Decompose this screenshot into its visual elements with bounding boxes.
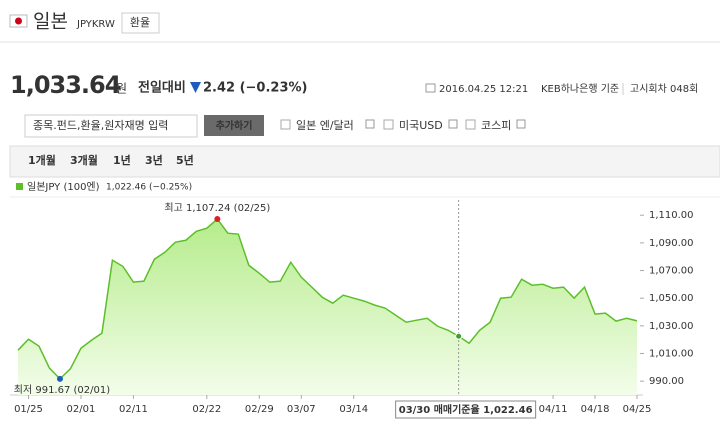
x-tick-label: 04/18 xyxy=(581,404,610,415)
change: 2.42 (−0.23%) xyxy=(203,81,307,96)
flag-sun xyxy=(15,17,22,25)
y-tick-label: 1,010.00 xyxy=(649,349,694,360)
legend-value: 1,022.46 (−0.25%) xyxy=(106,183,192,193)
legend-name: 일본JPY (100엔) xyxy=(27,181,100,193)
down-arrow xyxy=(190,82,201,93)
y-tick-label: 1,070.00 xyxy=(649,266,694,277)
y-tick-label: 1,050.00 xyxy=(649,293,694,304)
hover-marker xyxy=(455,332,463,340)
change-label: 전일대비 xyxy=(138,80,186,96)
rate-button[interactable] xyxy=(121,12,160,34)
x-tick-label: 03/14 xyxy=(339,404,368,415)
tab[interactable]: 1개월 xyxy=(28,153,56,167)
remove-icon[interactable] xyxy=(365,119,375,129)
price: 1,033.64 xyxy=(10,71,121,99)
x-tick-label: 03/07 xyxy=(287,404,316,415)
rate-button-label: 환율 xyxy=(130,16,150,29)
min-label: 최저 991.67 (02/01) xyxy=(14,384,110,396)
checkbox[interactable] xyxy=(465,119,476,130)
compare-label: 일본 엔/달러 xyxy=(296,118,354,132)
tab-bar xyxy=(9,145,720,178)
clock-icon xyxy=(425,83,436,93)
max-label: 최고 1,107.24 (02/25) xyxy=(164,202,270,214)
compare-label: 코스피 xyxy=(481,119,511,132)
remove-icon[interactable] xyxy=(448,119,458,129)
x-tick-label: 04/11 xyxy=(539,404,568,415)
code: JPYKRW xyxy=(76,19,115,30)
x-tick-label: 02/22 xyxy=(192,404,221,415)
source-round: 고시회차 048회 xyxy=(630,83,698,95)
source-bank: KEB하나은행 기준 xyxy=(541,82,619,95)
max-marker xyxy=(214,216,221,223)
y-tick-label: 1,030.00 xyxy=(649,321,694,332)
tooltip: 03/30 매매기준율 1,022.46 xyxy=(399,403,533,416)
tooltip-box xyxy=(395,400,537,419)
legend-swatch xyxy=(16,183,23,190)
compare-label: 미국USD xyxy=(399,119,443,132)
y-tick-label: 1,110.00 xyxy=(649,210,694,221)
x-tick-label: 04/25 xyxy=(623,404,652,415)
tab-selected[interactable]: 3개월 xyxy=(70,153,98,167)
tab[interactable]: 5년 xyxy=(176,153,194,167)
checkbox[interactable] xyxy=(280,119,291,130)
tab[interactable]: 1년 xyxy=(113,153,131,167)
x-tick-label: 01/25 xyxy=(14,404,43,415)
y-tick-label: 990.00 xyxy=(649,376,684,387)
x-tick-label: 02/29 xyxy=(245,404,274,415)
title: 일본 xyxy=(33,11,68,33)
remove-icon[interactable] xyxy=(516,119,526,129)
area xyxy=(18,219,637,395)
add-button-label: 추가하기 xyxy=(216,119,253,132)
source-time: 2016.04.25 12:21 xyxy=(439,84,528,95)
x-tick-label: 02/11 xyxy=(119,404,148,415)
tab[interactable]: 3년 xyxy=(145,153,163,167)
x-tick-label: 02/01 xyxy=(67,404,96,415)
line xyxy=(17,217,638,380)
search-input[interactable] xyxy=(24,114,198,138)
search-placeholder: 종목.펀드,환율,원자재명 입력 xyxy=(33,119,168,132)
min-marker xyxy=(56,375,63,382)
add-button[interactable] xyxy=(204,115,264,136)
y-tick-label: 1,090.00 xyxy=(649,238,694,249)
checkbox[interactable] xyxy=(383,119,394,130)
price-unit: 원 xyxy=(116,82,127,96)
